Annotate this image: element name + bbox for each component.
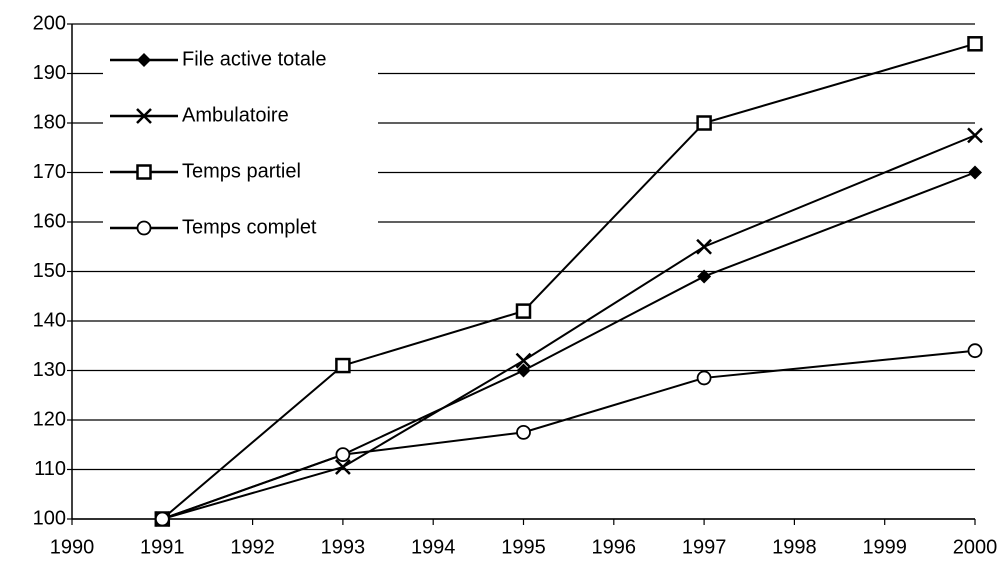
x-tick-label: 1995	[501, 536, 546, 558]
data-point	[967, 343, 983, 359]
x-tick-label: 1993	[321, 536, 366, 558]
legend-marker	[136, 220, 152, 236]
data-point	[335, 459, 351, 475]
data-point	[967, 36, 983, 52]
data-point	[335, 447, 351, 463]
legend-box	[103, 38, 378, 250]
legend-marker	[136, 164, 152, 180]
y-tick-label: 190	[33, 62, 66, 84]
y-tick-label: 180	[33, 111, 66, 133]
data-point	[697, 269, 712, 284]
x-tick-label: 1999	[862, 536, 907, 558]
y-tick-label: 130	[33, 359, 66, 381]
x-tick-label: 1991	[140, 536, 185, 558]
y-tick-label: 100	[33, 507, 66, 529]
data-point	[967, 127, 983, 144]
y-tick-label: 140	[33, 309, 66, 331]
y-tick-label: 150	[33, 260, 66, 282]
data-point	[696, 238, 712, 255]
legend-label: File active totale	[182, 48, 327, 70]
y-tick-label: 110	[34, 458, 66, 480]
x-tick-label: 1996	[592, 536, 637, 558]
x-tick-label: 1990	[50, 536, 95, 558]
x-tick-label: 1998	[772, 536, 817, 558]
y-tick-label: 160	[33, 210, 66, 232]
legend-label: Ambulatoire	[182, 104, 289, 126]
x-tick-label: 2000	[953, 536, 998, 558]
x-tick-label: 1997	[682, 536, 727, 558]
legend-marker	[137, 53, 151, 67]
data-point	[516, 363, 531, 378]
data-point	[696, 370, 712, 386]
data-point	[968, 165, 982, 180]
data-point	[335, 357, 351, 374]
data-point	[696, 115, 712, 131]
data-point	[154, 511, 170, 527]
y-tick-label: 120	[33, 408, 66, 430]
y-tick-label: 170	[33, 161, 66, 183]
x-tick-label: 1992	[230, 536, 275, 558]
legend-marker	[136, 108, 152, 124]
data-point	[515, 303, 532, 319]
x-tick-label: 1994	[411, 536, 456, 558]
data-point	[516, 424, 531, 440]
legend-label: Temps partiel	[182, 160, 301, 182]
data-point	[515, 352, 532, 369]
series-line	[161, 349, 976, 520]
y-tick-label: 200	[33, 12, 66, 34]
legend-label: Temps complet	[182, 216, 317, 238]
